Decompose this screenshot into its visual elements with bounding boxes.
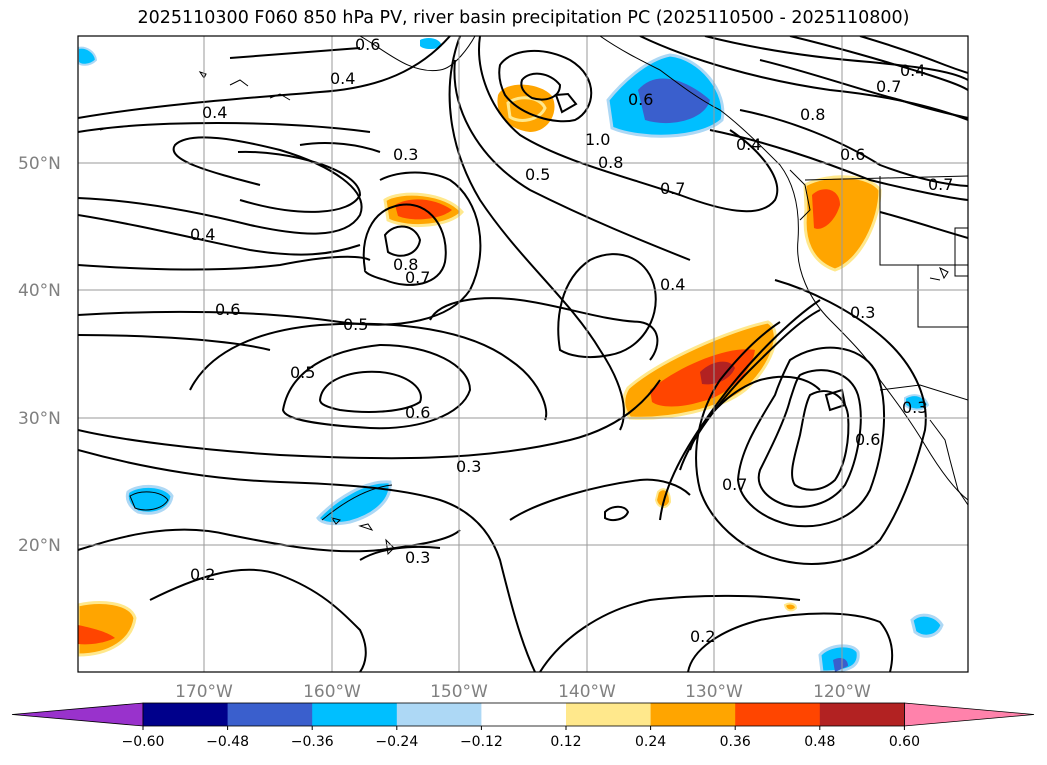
gridlines bbox=[78, 36, 968, 672]
contour-label: 0.5 bbox=[525, 165, 550, 184]
lon-label: 150°W bbox=[430, 682, 488, 702]
contour-label: 0.7 bbox=[928, 175, 953, 194]
lon-label: 160°W bbox=[303, 682, 361, 702]
colorbar-tick-label: −0.12 bbox=[460, 734, 503, 750]
precipitation-fill bbox=[78, 38, 944, 672]
lon-label: 170°W bbox=[175, 682, 233, 702]
contour-label: 0.3 bbox=[902, 398, 927, 417]
colorbar-tick-label: −0.48 bbox=[206, 734, 249, 750]
contour-label: 0.3 bbox=[850, 303, 875, 322]
contour-label: 0.6 bbox=[840, 145, 865, 164]
map-panel: 0.4 0.6 0.4 0.3 0.4 0.8 0.7 0.6 0.5 0.5 … bbox=[78, 35, 968, 672]
contour-labels: 0.4 0.6 0.4 0.3 0.4 0.8 0.7 0.6 0.5 0.5 … bbox=[190, 35, 953, 646]
map-title: 2025110300 F060 850 hPa PV, river basin … bbox=[137, 8, 910, 28]
colorbar-segment bbox=[735, 703, 821, 726]
colorbar-tick-label: 0.12 bbox=[550, 734, 581, 750]
colorbar-tick-label: −0.60 bbox=[122, 734, 165, 750]
colorbar-outline bbox=[142, 702, 905, 727]
colorbar-tick-label: 0.24 bbox=[635, 734, 666, 750]
latitude-labels: 50°N 40°N 30°N 20°N bbox=[18, 154, 61, 556]
contour-label: 0.7 bbox=[722, 475, 747, 494]
lon-label: 130°W bbox=[685, 682, 743, 702]
contour-label: 0.8 bbox=[598, 153, 623, 172]
contour-label: 0.7 bbox=[660, 179, 685, 198]
contour-label: 0.6 bbox=[405, 403, 430, 422]
contour-label: 0.7 bbox=[405, 268, 430, 287]
contour-label: 0.8 bbox=[393, 255, 418, 274]
colorbar-segment bbox=[396, 703, 482, 726]
lat-label: 20°N bbox=[18, 536, 61, 556]
colorbar-segment bbox=[481, 703, 567, 726]
colorbar-segment bbox=[650, 703, 736, 726]
colorbar-tick-label: 0.48 bbox=[804, 734, 835, 750]
colorbar-segment bbox=[819, 703, 905, 726]
contour-label: 0.2 bbox=[690, 627, 715, 646]
contour-label: 0.4 bbox=[900, 61, 925, 80]
contour-label: 0.4 bbox=[660, 275, 685, 294]
contour-label: 0.5 bbox=[290, 363, 315, 382]
longitude-labels: 170°W 160°W 150°W 140°W 130°W 120°W bbox=[175, 682, 871, 702]
lon-label: 140°W bbox=[558, 682, 616, 702]
contour-label: 0.8 bbox=[800, 105, 825, 124]
colorbar-segment bbox=[312, 703, 398, 726]
colorbar-segment bbox=[227, 703, 313, 726]
contour-label: 0.6 bbox=[215, 300, 240, 319]
contour-label: 0.5 bbox=[343, 315, 368, 334]
lat-label: 50°N bbox=[18, 154, 61, 174]
contour-label: 1.0 bbox=[585, 130, 610, 149]
colorbar-left-arrow bbox=[11, 702, 144, 727]
contour-label: 0.4 bbox=[190, 225, 215, 244]
contour-label: 0.4 bbox=[736, 135, 761, 154]
colorbar-segment bbox=[143, 703, 229, 726]
lat-label: 30°N bbox=[18, 409, 61, 429]
lat-label: 40°N bbox=[18, 281, 61, 301]
contour-label: 0.6 bbox=[628, 90, 653, 109]
contour-label: 0.2 bbox=[190, 565, 215, 584]
colorbar-tick-label: 0.36 bbox=[720, 734, 751, 750]
contour-label: 0.7 bbox=[876, 77, 901, 96]
colorbar-tick-label: 0.60 bbox=[889, 734, 920, 750]
colorbar-tick-label: −0.36 bbox=[291, 734, 334, 750]
colorbar-tick-label: −0.24 bbox=[375, 734, 418, 750]
contour-label: 0.6 bbox=[855, 430, 880, 449]
colorbar: −0.60 −0.48 −0.36 −0.24 −0.12 0.12 0.24 0.36 0.4… bbox=[11, 702, 1035, 750]
contour-label: 0.3 bbox=[405, 548, 430, 567]
colorbar-right-arrow bbox=[904, 702, 1035, 727]
coastlines bbox=[99, 36, 968, 556]
contour-label: 0.3 bbox=[393, 145, 418, 164]
map-frame bbox=[77, 35, 969, 673]
pv-contours bbox=[78, 36, 968, 672]
colorbar-segment bbox=[566, 703, 652, 726]
contour-label: 0.4 bbox=[202, 103, 227, 122]
lon-label: 120°W bbox=[813, 682, 871, 702]
contour-label: 0.4 bbox=[330, 69, 355, 88]
contour-label: 0.6 bbox=[355, 35, 380, 54]
contour-label: 0.3 bbox=[456, 457, 481, 476]
